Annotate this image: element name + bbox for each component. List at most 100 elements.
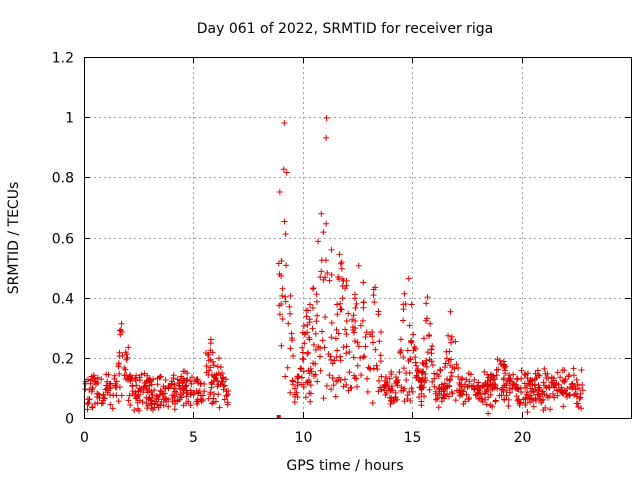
data-point (177, 386, 184, 393)
data-point (320, 276, 327, 283)
data-point (389, 398, 396, 405)
data-point (431, 370, 438, 377)
data-point (145, 377, 152, 384)
data-point (370, 339, 377, 346)
data-point (131, 407, 138, 414)
y-tick-label: 0.4 (52, 292, 74, 308)
data-point (431, 383, 438, 390)
data-point (542, 382, 549, 389)
data-point (143, 400, 150, 407)
data-point (314, 378, 321, 385)
data-point (524, 374, 531, 381)
data-point (328, 319, 335, 326)
data-point (322, 314, 329, 321)
data-point (170, 372, 177, 379)
data-point (349, 316, 356, 323)
data-point (89, 404, 96, 411)
data-point (141, 370, 148, 377)
data-point (102, 386, 109, 393)
data-point (300, 323, 307, 330)
data-point (315, 343, 322, 350)
data-point (542, 404, 549, 411)
data-point (302, 394, 309, 401)
data-point (309, 304, 316, 311)
data-point (207, 356, 214, 363)
data-point (149, 406, 156, 413)
data-point (326, 277, 333, 284)
y-tick-label: 0.8 (52, 171, 74, 187)
data-point (221, 382, 228, 389)
data-point (99, 399, 106, 406)
data-point (366, 365, 373, 372)
data-point (298, 365, 305, 372)
data-point (466, 382, 473, 389)
data-point (343, 277, 350, 284)
data-point (317, 274, 324, 281)
data-point (462, 381, 469, 388)
axis-ticks: 0 0.2 0.4 0.6 0.8 1 1.2 0 5 10 15 20 (52, 51, 631, 446)
data-point (182, 384, 189, 391)
data-point (287, 345, 294, 352)
data-point (357, 322, 364, 329)
data-point (516, 402, 523, 409)
data-point (300, 356, 307, 363)
data-point (483, 401, 490, 408)
data-point (287, 310, 294, 317)
data-point (352, 325, 359, 332)
data-point (473, 391, 480, 398)
data-point (210, 362, 217, 369)
data-point (484, 383, 491, 390)
data-point (279, 285, 286, 292)
data-point (334, 311, 341, 318)
data-point (426, 356, 433, 363)
data-point (118, 392, 125, 399)
data-point (84, 401, 91, 408)
data-point (136, 397, 143, 404)
data-point (432, 396, 439, 403)
data-point (312, 361, 319, 368)
data-point (457, 391, 464, 398)
x-tick-label: 0 (80, 430, 89, 446)
data-point (354, 339, 361, 346)
data-point (453, 361, 460, 368)
data-point (109, 405, 116, 412)
data-point (94, 374, 101, 381)
data-point (127, 401, 134, 408)
data-point (383, 389, 390, 396)
data-point (448, 389, 455, 396)
data-point (360, 304, 367, 311)
data-point (560, 403, 567, 410)
data-point (574, 400, 581, 407)
data-point (415, 377, 422, 384)
data-point (403, 377, 410, 384)
data-point (82, 386, 89, 393)
data-point (171, 385, 178, 392)
data-point (577, 390, 584, 397)
data-point (178, 394, 185, 401)
data-point (168, 381, 175, 388)
data-point (536, 396, 543, 403)
data-point (126, 371, 133, 378)
data-point (299, 344, 306, 351)
data-point (193, 376, 200, 383)
data-point (492, 398, 499, 405)
data-point (318, 268, 325, 275)
data-point (566, 391, 573, 398)
x-tick-label: 5 (189, 430, 198, 446)
data-point (480, 383, 487, 390)
y-tick-label: 0.6 (52, 232, 74, 248)
data-point (411, 343, 418, 350)
data-point (518, 367, 525, 374)
data-point (304, 350, 311, 357)
data-point (421, 379, 428, 386)
data-point (514, 375, 521, 382)
data-point (451, 365, 458, 372)
data-point (433, 388, 440, 395)
data-point (94, 399, 101, 406)
data-point (200, 397, 207, 404)
data-point (300, 368, 307, 375)
data-point (447, 308, 454, 315)
data-point (444, 376, 451, 383)
data-point (337, 300, 344, 307)
data-point (524, 389, 531, 396)
